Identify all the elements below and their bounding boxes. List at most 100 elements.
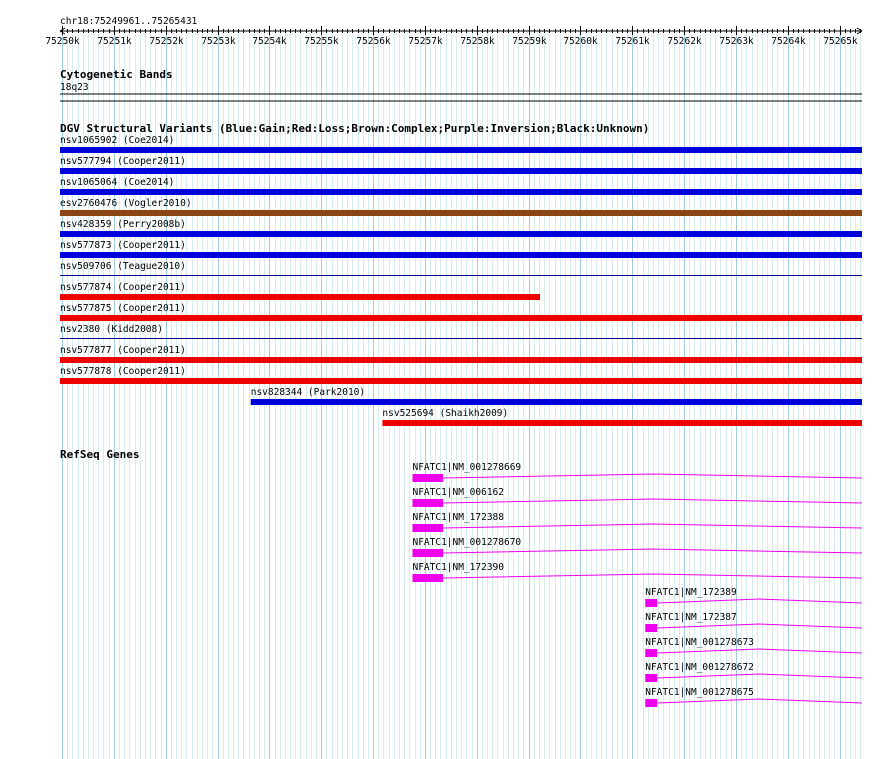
dgv-feature-label: nsv1065902 (Coe2014) — [60, 135, 174, 146]
refseq-gene-intron — [443, 498, 863, 504]
dgv-feature[interactable]: nsv577873 (Cooper2011) — [60, 240, 862, 258]
refseq-gene-exon[interactable] — [645, 599, 658, 607]
dgv-feature-label: nsv525694 (Shaikh2009) — [382, 408, 508, 419]
dgv-feature[interactable]: esv2760476 (Vogler2010) — [60, 198, 862, 216]
refseq-gene[interactable]: NFATC1|NM_172390 — [412, 562, 863, 582]
track-dgv-structural-variants[interactable]: DGV Structural Variants (Blue:Gain;Red:L… — [60, 122, 863, 426]
dgv-feature[interactable]: nsv525694 (Shaikh2009) — [382, 408, 862, 426]
refseq-gene-label: NFATC1|NM_172388 — [412, 512, 504, 523]
track-cytogenetic-bands[interactable]: Cytogenetic Bands 18q23 — [60, 68, 862, 102]
dgv-feature[interactable]: nsv577878 (Cooper2011) — [60, 366, 862, 384]
refseq-gene-intron — [657, 648, 863, 654]
dgv-feature-label: nsv428359 (Perry2008b) — [60, 219, 186, 230]
ruler-tick-label: 75252k — [149, 36, 184, 47]
dgv-feature-label: nsv577794 (Cooper2011) — [60, 156, 186, 167]
ruler-tick-label: 75259k — [512, 36, 547, 47]
dgv-feature-bar[interactable] — [60, 168, 862, 174]
dgv-feature-label: nsv509706 (Teague2010) — [60, 261, 186, 272]
ruler-right-arrow — [856, 27, 863, 35]
refseq-gene-intron — [443, 573, 863, 579]
dgv-feature-label: nsv828344 (Park2010) — [251, 387, 365, 398]
track-title-refseq: RefSeq Genes — [60, 448, 139, 461]
dgv-feature-bar[interactable] — [60, 147, 862, 153]
refseq-features[interactable]: NFATC1|NM_001278669 NFATC1|NM_006162 NFATC… — [412, 462, 863, 707]
dgv-feature-label: nsv577873 (Cooper2011) — [60, 240, 186, 251]
refseq-gene-label: NFATC1|NM_001278675 — [645, 687, 754, 698]
dgv-feature[interactable]: nsv1065064 (Coe2014) — [60, 177, 862, 195]
track-refseq-genes[interactable]: RefSeq Genes NFATC1|NM_001278669NFATC1|N… — [60, 448, 863, 707]
refseq-gene-exon[interactable] — [645, 649, 658, 657]
dgv-feature-bar[interactable] — [382, 420, 862, 426]
dgv-feature-bar[interactable] — [60, 231, 862, 237]
refseq-gene[interactable]: NFATC1|NM_001278672 — [645, 662, 863, 682]
refseq-gene[interactable]: NFATC1|NM_001278673 — [645, 637, 863, 657]
ruler-tick-label: 75263k — [719, 36, 754, 47]
dgv-feature-bar[interactable] — [60, 357, 862, 363]
ruler-tick-label: 75255k — [304, 36, 339, 47]
refseq-gene[interactable]: NFATC1|NM_001278675 — [645, 687, 863, 707]
refseq-gene[interactable]: NFATC1|NM_172388 — [412, 512, 863, 532]
refseq-gene[interactable]: NFATC1|NM_001278670 — [412, 537, 863, 557]
dgv-feature[interactable]: nsv577794 (Cooper2011) — [60, 156, 862, 174]
refseq-gene-exon[interactable] — [412, 549, 444, 557]
refseq-gene-label: NFATC1|NM_001278672 — [645, 662, 754, 673]
dgv-feature-bar[interactable] — [60, 210, 862, 216]
dgv-feature-label: nsv577874 (Cooper2011) — [60, 282, 186, 293]
refseq-gene-exon[interactable] — [412, 574, 444, 582]
ruler[interactable]: chr18:75249961..75265431 75250k 75251k 752… — [45, 16, 863, 47]
ruler-tick-label: 75254k — [252, 36, 287, 47]
cytoband-label: 18q23 — [60, 82, 89, 93]
refseq-gene-exon[interactable] — [412, 474, 444, 482]
refseq-gene-intron — [657, 623, 863, 629]
refseq-gene-label: NFATC1|NM_001278670 — [412, 537, 521, 548]
refseq-gene-label: NFATC1|NM_001278673 — [645, 637, 754, 648]
refseq-gene[interactable]: NFATC1|NM_172387 — [645, 612, 863, 632]
dgv-feature-label: nsv577877 (Cooper2011) — [60, 345, 186, 356]
ruler-tick-label: 75264k — [771, 36, 806, 47]
dgv-feature[interactable]: nsv428359 (Perry2008b) — [60, 219, 862, 237]
track-title-dgv: DGV Structural Variants (Blue:Gain;Red:L… — [60, 122, 649, 135]
refseq-gene[interactable]: NFATC1|NM_001278669 — [412, 462, 863, 482]
locus-label: chr18:75249961..75265431 — [60, 16, 198, 27]
refseq-gene-exon[interactable] — [412, 524, 444, 532]
refseq-gene-label: NFATC1|NM_006162 — [412, 487, 504, 498]
dgv-feature-bar[interactable] — [60, 315, 862, 321]
dgv-feature-bar[interactable] — [60, 252, 862, 258]
dgv-feature[interactable]: nsv577875 (Cooper2011) — [60, 303, 862, 321]
ruler-tick-label: 75251k — [97, 36, 132, 47]
dgv-feature-label: nsv2380 (Kidd2008) — [60, 324, 163, 335]
refseq-gene-label: NFATC1|NM_172390 — [412, 562, 504, 573]
refseq-gene-label: NFATC1|NM_172389 — [645, 587, 737, 598]
refseq-gene-intron — [657, 698, 863, 704]
dgv-feature-bar[interactable] — [60, 338, 862, 339]
refseq-gene[interactable]: NFATC1|NM_172389 — [645, 587, 863, 607]
dgv-feature[interactable]: nsv577877 (Cooper2011) — [60, 345, 862, 363]
dgv-feature-label: nsv577875 (Cooper2011) — [60, 303, 186, 314]
dgv-feature[interactable]: nsv509706 (Teague2010) — [60, 261, 862, 276]
dgv-feature[interactable]: nsv1065902 (Coe2014) — [60, 135, 862, 153]
dgv-feature-bar[interactable] — [60, 294, 541, 300]
dgv-feature-bar[interactable] — [60, 189, 862, 195]
dgv-feature-bar[interactable] — [60, 275, 862, 276]
refseq-gene-label: NFATC1|NM_172387 — [645, 612, 737, 623]
refseq-gene-exon[interactable] — [645, 624, 658, 632]
refseq-gene-exon[interactable] — [645, 699, 658, 707]
ruler-ticks: 75250k 75251k 75252k 75253k 75254k 75255k 7525… — [45, 26, 861, 47]
dgv-feature-bar[interactable] — [250, 399, 863, 405]
refseq-gene-exon[interactable] — [412, 499, 444, 507]
refseq-gene-intron — [657, 673, 863, 679]
dgv-feature[interactable]: nsv828344 (Park2010) — [250, 387, 863, 405]
dgv-feature-label: nsv577878 (Cooper2011) — [60, 366, 186, 377]
refseq-gene-exon[interactable] — [645, 674, 658, 682]
dgv-feature-bar[interactable] — [60, 378, 862, 384]
ruler-tick-label: 75257k — [408, 36, 443, 47]
dgv-feature[interactable]: nsv577874 (Cooper2011) — [60, 282, 541, 300]
dgv-feature[interactable]: nsv2380 (Kidd2008) — [60, 324, 862, 339]
refseq-gene-label: NFATC1|NM_001278669 — [412, 462, 521, 473]
dgv-features[interactable]: nsv1065902 (Coe2014) nsv577794 (Cooper201… — [60, 135, 863, 426]
ruler-tick-label: 75262k — [667, 36, 702, 47]
refseq-gene[interactable]: NFATC1|NM_006162 — [412, 487, 863, 507]
refseq-gene-intron — [657, 598, 863, 604]
dgv-feature-label: esv2760476 (Vogler2010) — [60, 198, 192, 209]
